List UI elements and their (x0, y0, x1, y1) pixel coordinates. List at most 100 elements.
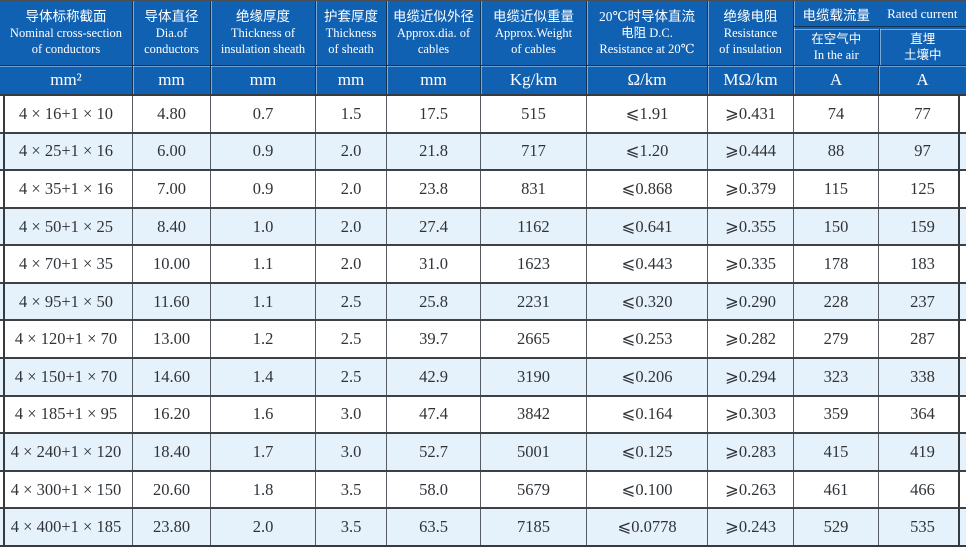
table-cell: 5001 (480, 434, 586, 470)
table-cell: ⩽1.20 (586, 133, 707, 170)
subcolumn-header-in-air: 在空气中 In the air (794, 29, 879, 65)
table-cell: 7185 (480, 509, 586, 545)
header-line-en: of cables (511, 41, 556, 56)
table-cell: 11.60 (132, 283, 210, 320)
table-cell: ⩾0.263 (707, 471, 793, 508)
table-cell: 14.60 (132, 359, 210, 395)
table-cell: 461 (793, 471, 878, 508)
table-cell: ⩾0.290 (707, 283, 793, 320)
table-cell: ⩽0.443 (586, 246, 707, 282)
header-line-en: Thickness of (230, 26, 296, 41)
table-cell: 4.80 (132, 96, 210, 132)
table-cell: 228 (793, 283, 878, 320)
table-cell: 2.5 (315, 321, 386, 358)
column-header-sheath-thickness: 护套厚度 Thickness of sheath (315, 1, 386, 65)
table-cell: 16.20 (132, 396, 210, 433)
header-line-zh: 绝缘厚度 (236, 9, 290, 25)
table-cell: 4 × 300+1 × 150 (10, 479, 122, 499)
unit-cell: A (793, 66, 878, 94)
table-row: 4 × 70+1 × 35 10.00 1.1 2.0 31.0 1623 ⩽0.443 ⩾0… (0, 244, 966, 282)
table-cell: 21.8 (386, 133, 480, 170)
table-cell: 1.2 (210, 321, 315, 358)
rated-current-group-title: 电缆载流量 Rated current (794, 1, 966, 26)
table-row: 4 × 400+1 × 185 23.80 2.0 3.5 63.5 7185 ⩽0.077… (0, 507, 966, 545)
table-cell: 466 (878, 471, 966, 508)
table-cell: ⩾0.243 (707, 509, 793, 545)
table-cell: 4 × 70+1 × 35 (19, 254, 113, 274)
header-line-zh: 20℃时导体直流 (598, 9, 696, 25)
unit-cell: MΩ/km (707, 66, 793, 94)
table-cell: 13.00 (132, 321, 210, 358)
table-cell: 1623 (480, 246, 586, 282)
header-line-zh: 导体直径 (144, 9, 199, 25)
table-cell: 4 × 120+1 × 70 (14, 329, 118, 349)
header-line-en: of conductors (31, 41, 101, 56)
header-line-en: Approx.dia. of (396, 26, 471, 41)
header-line-zh: 土壤中 (903, 47, 942, 62)
table-cell: 515 (480, 96, 586, 132)
table-cell: 74 (793, 96, 878, 132)
table-cell: 20.60 (132, 471, 210, 508)
table-cell: 338 (878, 359, 966, 395)
header-line-zh: 电缆近似外径 (393, 9, 474, 25)
table-cell: ⩽0.125 (586, 434, 707, 470)
table-cell: 63.5 (386, 509, 480, 545)
table-body: 4 × 16+1 × 10 4.80 0.7 1.5 17.5 515 ⩽1.91 ⩾0.43… (0, 94, 966, 547)
header-line-zh: 直埋 (910, 31, 936, 46)
column-header-nominal-cross-section: 导体标称截面 Nominal cross-section of conducto… (0, 1, 132, 65)
header-line-en: Resistance (723, 26, 778, 41)
table-cell: ⩽1.91 (586, 96, 707, 132)
table-cell: ⩾0.444 (707, 133, 793, 170)
header-line-en: cables (417, 41, 450, 56)
table-cell: ⩾0.379 (707, 171, 793, 207)
table-cell: 10.00 (132, 246, 210, 282)
table-cell: 47.4 (386, 396, 480, 433)
table-cell: ⩾0.335 (707, 246, 793, 282)
header-line-zh: 护套厚度 (324, 9, 378, 25)
unit-cell: A (878, 66, 966, 94)
header-line-en: Resistance at 20℃ (599, 41, 695, 56)
table-cell: 1.1 (210, 283, 315, 320)
table-cell: 77 (878, 96, 966, 132)
unit-cell: mm (315, 66, 386, 94)
unit-cell: mm (386, 66, 480, 94)
table-cell: 4 × 240+1 × 120 (10, 441, 122, 461)
table-cell: 831 (480, 171, 586, 207)
header-line-en: conductors (144, 41, 199, 56)
column-header-insulation-resistance: 绝缘电阻 Resistance of insulation (707, 1, 793, 65)
header-line-en: insulation sheath (220, 41, 306, 56)
table-cell: 3.5 (315, 471, 386, 508)
table-cell: ⩾0.303 (707, 396, 793, 433)
table-cell: ⩾0.283 (707, 434, 793, 470)
table-cell: 2665 (480, 321, 586, 358)
table-cell: ⩾0.294 (707, 359, 793, 395)
table-cell: 2231 (480, 283, 586, 320)
table-cell: 4 × 150+1 × 70 (14, 366, 118, 386)
table-cell: 150 (793, 208, 878, 245)
table-cell: 0.9 (210, 133, 315, 170)
table-border-line-left (3, 96, 5, 545)
table-cell: 3.5 (315, 509, 386, 545)
table-cell: 2.5 (315, 359, 386, 395)
table-row: 4 × 50+1 × 25 8.40 1.0 2.0 27.4 1162 ⩽0.641 ⩾0.… (0, 206, 966, 245)
table-cell: 5679 (480, 471, 586, 508)
table-row: 4 × 300+1 × 150 20.60 1.8 3.5 58.0 5679 ⩽0.100… (0, 469, 966, 508)
table-cell: 6.00 (132, 133, 210, 170)
table-cell: 359 (793, 396, 878, 433)
group-divider-line (794, 26, 966, 29)
table-row: 4 × 16+1 × 10 4.80 0.7 1.5 17.5 515 ⩽1.91 ⩾0.43… (0, 96, 966, 132)
header-line-zh: 电阻 D.C. (621, 26, 673, 41)
table-cell: 4 × 35+1 × 16 (19, 178, 113, 198)
unit-cell: mm (132, 66, 210, 94)
table-cell: 364 (878, 396, 966, 433)
header-title-row: 导体标称截面 Nominal cross-section of conducto… (0, 1, 966, 65)
column-header-dc-resistance: 20℃时导体直流 电阻 D.C. Resistance at 20℃ (586, 1, 707, 65)
table-cell: 4 × 16+1 × 10 (19, 103, 113, 123)
table-cell: 58.0 (386, 471, 480, 508)
table-cell: 535 (878, 509, 966, 545)
table-cell: 159 (878, 208, 966, 245)
table-cell: 4 × 400+1 × 185 (10, 517, 122, 537)
table-cell: 7.00 (132, 171, 210, 207)
table-cell: ⩽0.868 (586, 171, 707, 207)
table-cell: 2.0 (315, 246, 386, 282)
